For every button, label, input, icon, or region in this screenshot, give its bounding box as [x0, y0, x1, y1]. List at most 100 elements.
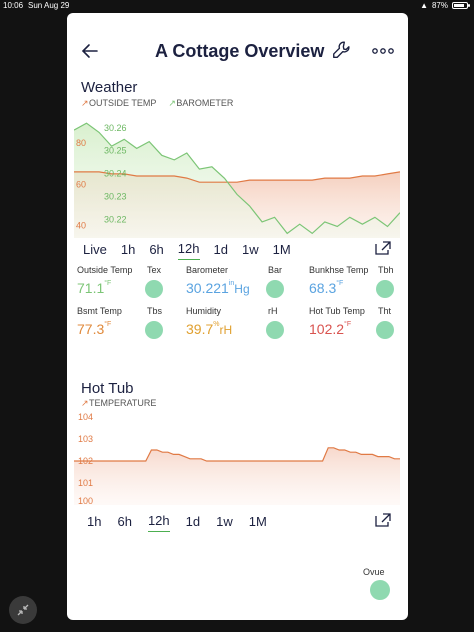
battery-icon [452, 2, 470, 9]
barometer-tick-label: 30.23 [104, 192, 127, 202]
legend-line-icon: ↗ [81, 398, 89, 408]
header: A Cottage Overview [67, 39, 408, 65]
legend-line-icon: ↗ [168, 98, 176, 108]
sensor-value-number: 71.1 [77, 280, 105, 296]
page-title: A Cottage Overview [155, 41, 325, 61]
sensor-unit: °F [104, 280, 112, 287]
sensor-dot-label: Tex [147, 265, 162, 275]
weather-range-live[interactable]: Live [83, 242, 107, 257]
status-time: 10:06 [3, 1, 24, 10]
weather-range-12h[interactable]: 12h [177, 241, 200, 260]
barometer-tick-label: 30.26 [104, 123, 127, 133]
legend-outside-temp: ↗OUTSIDE TEMP [81, 98, 156, 109]
hot-tub-range-tabs: 1h 6h 12h 1d 1w 1M [87, 513, 283, 532]
temperature-tick-label: 100 [78, 496, 93, 505]
sensor-label: Barometer [186, 265, 229, 275]
barometer-tick-label: 30.24 [104, 169, 127, 179]
overview-card: A Cottage Overview Weather ↗OUTSIDE TEMP… [67, 13, 408, 620]
sensor-status-dot[interactable] [266, 321, 284, 339]
legend-barometer: ↗BAROMETER [168, 98, 233, 109]
temperature-tick-label: 104 [78, 412, 93, 422]
arrow-left-icon[interactable] [81, 39, 101, 63]
sensor-value: 39.7%rH [186, 321, 232, 337]
weather-chart[interactable]: 80 60 40 30.26 30.25 30.24 30.23 30.22 [74, 114, 400, 238]
legend-line-icon: ↗ [81, 98, 89, 108]
sensor-status-dot[interactable] [266, 280, 284, 298]
sensor-label: Bsmt Temp [77, 306, 122, 316]
sensor-value: 71.1°F [77, 280, 111, 296]
barometer-area [74, 123, 400, 238]
sensor-unit: °F [344, 321, 352, 328]
hot-tub-chart[interactable]: 104 103 102 101 100 [74, 411, 400, 505]
sensor-value-number: 30.221 [186, 280, 229, 296]
barometer-tick-label: 30.25 [104, 146, 127, 156]
hot-tub-range-1h[interactable]: 1h [87, 514, 102, 529]
sensor-unit: °F [336, 280, 344, 287]
weather-title: Weather [81, 79, 138, 96]
battery-percent: 87% [431, 1, 448, 10]
sensor-value: 102.2°F [309, 321, 351, 337]
sensor-unit: rH [219, 323, 233, 337]
legend-outside-temp-label: OUTSIDE TEMP [89, 98, 157, 108]
temp-tick-label: 40 [76, 221, 86, 231]
sensor-status-dot[interactable] [376, 321, 394, 339]
hot-tub-range-1d[interactable]: 1d [185, 514, 201, 529]
weather-range-1w[interactable]: 1w [241, 242, 259, 257]
sensor-dot-label: Tbh [378, 265, 394, 275]
sensor-status-dot[interactable] [145, 321, 163, 339]
sensor-status-dot[interactable] [376, 280, 394, 298]
temperature-area [74, 447, 400, 505]
temperature-line [74, 447, 400, 462]
sensor-label: Humidity [186, 306, 222, 316]
temp-tick-label: 80 [76, 138, 86, 148]
sensor-dot-label: rH [268, 306, 278, 316]
hot-tub-range-1m[interactable]: 1M [248, 514, 267, 529]
sensor-value: 68.3°F [309, 280, 343, 296]
weather-range-6h[interactable]: 6h [149, 242, 164, 257]
status-date: Sun Aug 29 [28, 1, 70, 10]
sensor-value-number: 39.7 [186, 321, 214, 337]
sensor-unit-sup: % [213, 321, 220, 328]
temp-tick-label: 60 [76, 179, 86, 189]
wrench-icon[interactable] [331, 39, 355, 63]
barometer-tick-label: 30.22 [104, 215, 127, 225]
sensor-dot-label: Tbs [147, 306, 163, 316]
sensor-label: Bunkhse Temp [309, 265, 369, 275]
hot-tub-range-12h[interactable]: 12h [147, 513, 170, 532]
status-right: ▲ 87% [420, 1, 470, 10]
open-external-icon[interactable] [375, 241, 391, 257]
sensor-value-number: 102.2 [309, 321, 345, 337]
wifi-icon: ▲ [420, 1, 428, 10]
sensor-value-number: 68.3 [309, 280, 337, 296]
temperature-tick-label: 102 [78, 456, 93, 466]
open-external-icon[interactable] [375, 513, 391, 529]
ovue-label: Ovue [363, 567, 385, 577]
outside-temp-line [74, 171, 400, 183]
weather-range-1d[interactable]: 1d [213, 242, 228, 257]
sensor-unit: Hg [234, 282, 250, 296]
barometer-line [74, 122, 400, 235]
weather-range-tabs: Live 1h 6h 12h 1d 1w 1M [83, 241, 305, 260]
status-bar: 10:06 Sun Aug 29 ▲ 87% [0, 0, 474, 12]
collapse-icon[interactable] [9, 596, 37, 624]
weather-range-1h[interactable]: 1h [120, 242, 136, 257]
battery-fill [454, 4, 465, 7]
sensor-dot-label: Bar [268, 265, 283, 275]
legend-barometer-label: BAROMETER [176, 98, 234, 108]
more-horizontal-icon[interactable] [372, 43, 396, 59]
sensor-value-number: 77.3 [77, 321, 105, 337]
temperature-tick-label: 103 [78, 434, 93, 444]
legend-temperature-label: TEMPERATURE [89, 398, 157, 408]
hot-tub-legend: ↗TEMPERATURE [81, 398, 156, 409]
hot-tub-range-1w[interactable]: 1w [216, 514, 233, 529]
sensor-status-dot[interactable] [145, 280, 163, 298]
sensor-unit: °F [104, 321, 112, 328]
temperature-tick-label: 101 [78, 478, 93, 488]
sensor-unit-sup: in [228, 280, 235, 287]
sensor-value: 77.3°F [77, 321, 111, 337]
legend-temperature: ↗TEMPERATURE [81, 398, 156, 409]
hot-tub-range-6h[interactable]: 6h [117, 514, 132, 529]
sensor-label: Hot Tub Temp [309, 306, 365, 316]
ovue-status-dot[interactable] [370, 580, 390, 600]
weather-range-1m[interactable]: 1M [272, 242, 291, 257]
